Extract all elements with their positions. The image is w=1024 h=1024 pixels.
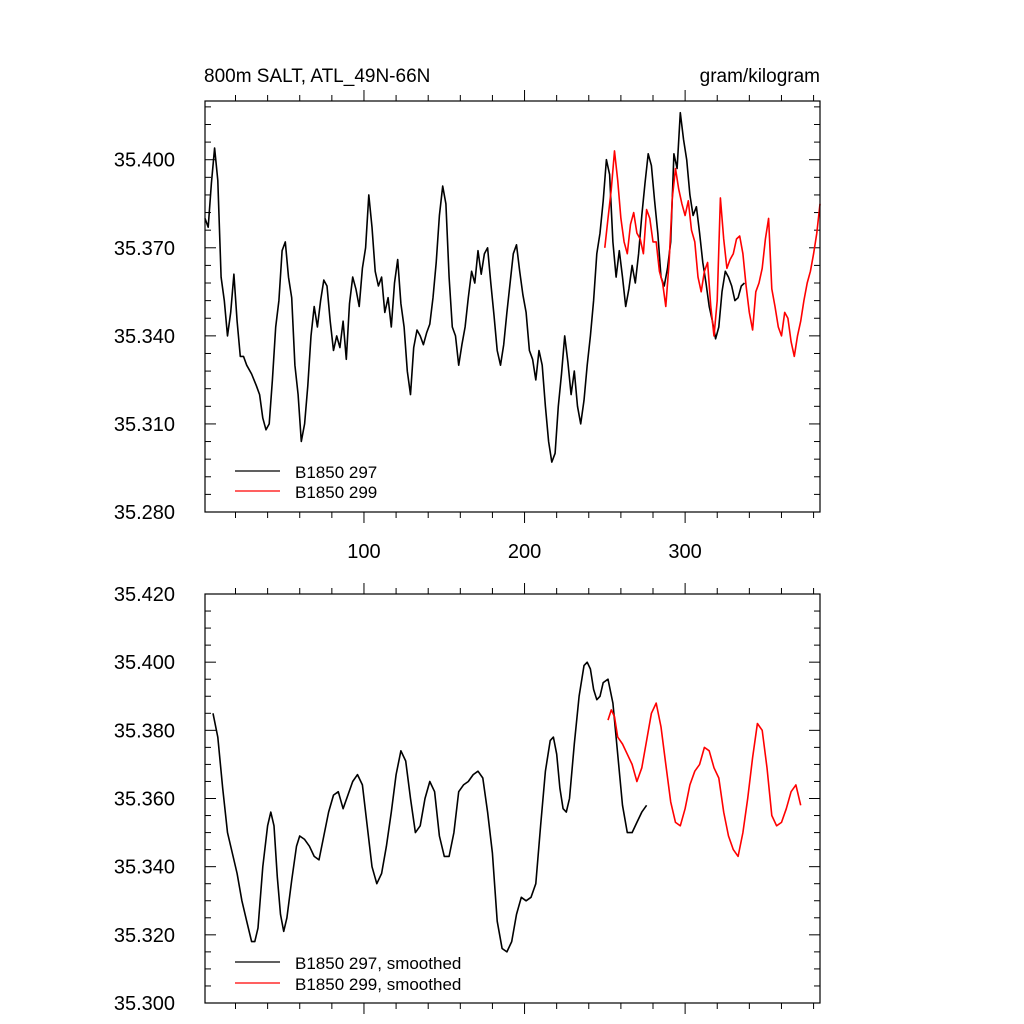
x-tick-label: 300 bbox=[668, 541, 701, 563]
legend: B1850 297, smoothed B1850 299, smoothed bbox=[235, 954, 461, 994]
x-tick-label: 100 bbox=[347, 541, 380, 563]
y-tick-label: 35.340 bbox=[114, 857, 175, 879]
axis-ticks bbox=[205, 583, 820, 1014]
plot-series bbox=[204, 111, 821, 463]
series-line-b1850-299-smoothed bbox=[607, 702, 802, 858]
series-line-b1850-297 bbox=[204, 111, 746, 463]
y-tick-label: 35.310 bbox=[114, 414, 175, 436]
y-tick-label: 35.380 bbox=[114, 720, 175, 742]
series-line-b1850-297-smoothed bbox=[212, 661, 648, 953]
plot-frame bbox=[204, 100, 821, 513]
plot-frame bbox=[204, 593, 821, 1004]
x-tick-label: 200 bbox=[508, 541, 541, 563]
plot-series bbox=[212, 661, 802, 953]
legend-label-b1850-297: B1850 297 bbox=[295, 463, 377, 482]
y-tick-label: 35.370 bbox=[114, 238, 175, 260]
y-tick-label: 35.360 bbox=[114, 789, 175, 811]
y-tick-label: 35.400 bbox=[114, 652, 175, 674]
y-tick-label: 35.300 bbox=[114, 993, 175, 1015]
smoothed-salinity-panel: 35.300 35.320 35.340 35.360 35.380 35.400 35.4… bbox=[114, 583, 821, 1015]
raw-salinity-panel: 800m SALT, ATL_49N-66N gram/kilogram 35.… bbox=[114, 66, 821, 563]
tick-labels: 35.300 35.320 35.340 35.360 35.380 35.400 35.4… bbox=[114, 584, 175, 1015]
tick-labels: 35.280 35.310 35.340 35.370 35.400 100 200 300 bbox=[114, 150, 702, 563]
legend-label-b1850-299: B1850 299 bbox=[295, 483, 377, 502]
y-tick-label: 35.340 bbox=[114, 326, 175, 348]
series-line-b1850-299 bbox=[604, 150, 821, 358]
axis-ticks bbox=[205, 90, 820, 523]
legend-label-b1850-297-smoothed: B1850 297, smoothed bbox=[295, 954, 461, 973]
legend: B1850 297 B1850 299 bbox=[235, 463, 377, 502]
legend-label-b1850-299-smoothed: B1850 299, smoothed bbox=[295, 975, 461, 994]
y-tick-label: 35.280 bbox=[114, 502, 175, 524]
y-tick-label: 35.320 bbox=[114, 925, 175, 947]
chart-title: 800m SALT, ATL_49N-66N bbox=[204, 66, 430, 87]
y-tick-label: 35.420 bbox=[114, 584, 175, 606]
chart-units: gram/kilogram bbox=[700, 66, 820, 87]
y-tick-label: 35.400 bbox=[114, 150, 175, 172]
